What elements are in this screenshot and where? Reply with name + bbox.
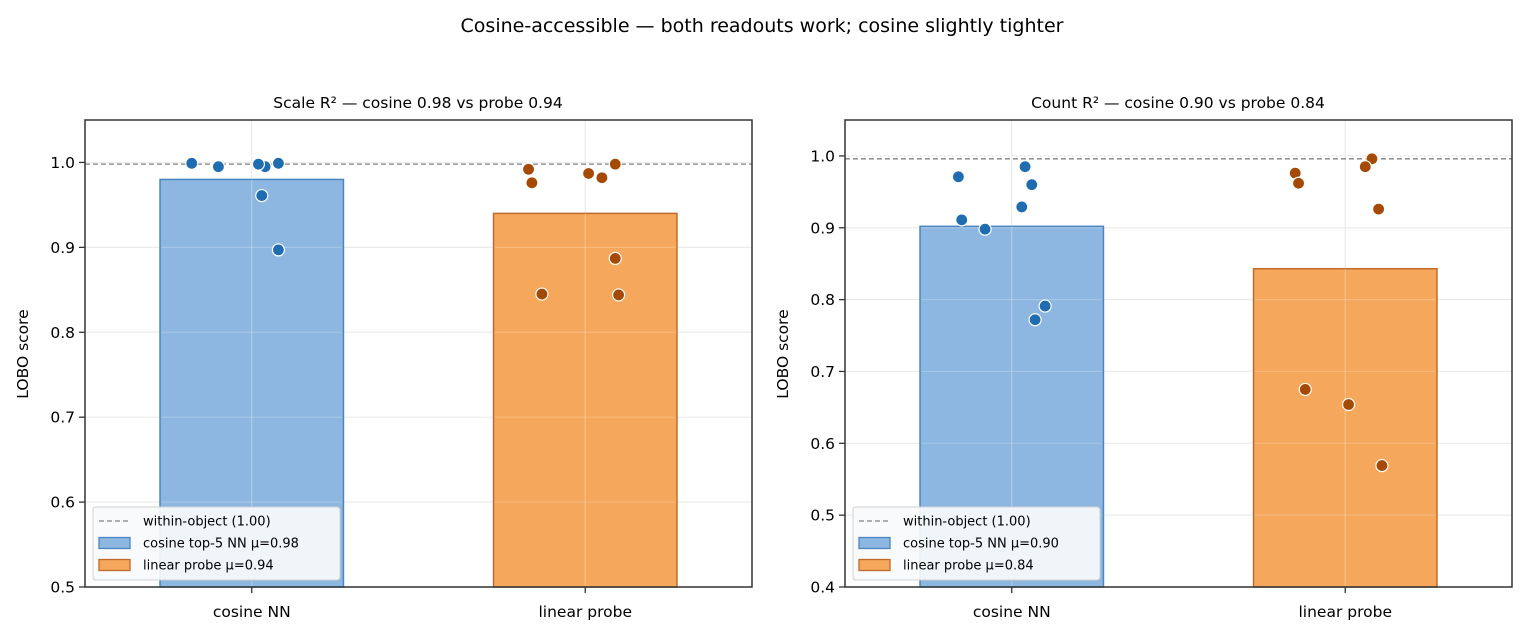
point-linear-probe [608,157,622,171]
point-linear-probe [535,287,549,301]
x-tick-label: linear probe [539,603,633,621]
x-tick-label: cosine NN [973,603,1051,621]
axes-border [844,119,1513,588]
point-cosine-nn [1018,160,1032,174]
point-linear-probe [1358,160,1372,174]
legend-entry-cosine: cosine top-5 NN μ=0.90 [903,537,1059,552]
legend-probe-swatch [98,558,131,572]
point-linear-probe [608,251,622,266]
figure-suptitle: Cosine-accessible — both readouts work; … [461,15,1064,37]
panel-title: Count R² — cosine 0.90 vs probe 0.84 [1031,94,1325,112]
panel-scale: Scale R² — cosine 0.98 vs probe 0.94 LOB… [14,94,753,621]
point-cosine-nn [1028,313,1042,327]
point-linear-probe [581,166,596,181]
y-tick-label: 0.8 [50,324,75,342]
y-ticks: 0.4 0.5 0.6 0.7 0.8 0.9 1.0 [810,147,845,597]
point-cosine-nn [255,188,269,203]
x-tick-label: linear probe [1299,603,1393,621]
point-cosine-nn [211,160,225,174]
bar-linear-probe [1252,267,1438,588]
axes-frame [84,119,753,588]
x-tick-label: cosine NN [213,603,291,621]
axes-frame [844,119,1513,588]
y-tick-label: 0.5 [810,507,835,525]
y-ticks: 0.5 0.6 0.7 0.8 0.9 1.0 [50,154,85,597]
point-cosine-nn [271,243,286,257]
y-tick-label: 0.9 [50,239,75,257]
point-linear-probe [611,288,626,302]
y-tick-label: 0.4 [810,579,835,597]
legend-probe-swatch [858,558,891,572]
panel-title: Scale R² — cosine 0.98 vs probe 0.94 [273,94,562,112]
axes-border [84,119,753,588]
y-axis-label: LOBO score [14,309,32,398]
points [185,156,626,302]
point-cosine-nn [1038,299,1052,313]
point-cosine-nn [185,156,199,170]
point-linear-probe [1291,176,1306,190]
y-axis-label: LOBO score [774,309,792,398]
point-cosine-nn [951,170,965,184]
legend-cosine-swatch [858,536,891,550]
point-linear-probe [1298,382,1312,397]
legend-entry-ref: within-object (1.00) [143,515,271,530]
point-linear-probe [521,162,536,176]
point-linear-probe [1375,458,1389,473]
y-tick-label: 1.0 [810,147,835,165]
point-cosine-nn [978,222,992,236]
y-tick-label: 0.7 [810,363,835,381]
legend-cosine-swatch [98,536,131,550]
points [951,152,1389,473]
point-linear-probe [595,171,609,185]
legend-box [852,506,1101,581]
x-ticks: cosine NN linear probe [213,587,632,621]
panel-count: Count R² — cosine 0.90 vs probe 0.84 LOB… [774,94,1513,621]
point-linear-probe [525,176,539,190]
point-cosine-nn [955,213,969,227]
y-tick-label: 1.0 [50,154,75,172]
bar-linear-probe [492,212,678,588]
point-cosine-nn [251,157,266,171]
y-tick-label: 0.5 [50,579,75,597]
legend-entry-cosine: cosine top-5 NN μ=0.98 [143,537,299,552]
y-tick-label: 0.8 [810,291,835,309]
point-cosine-nn [271,156,286,170]
legend-entry-probe: linear probe μ=0.94 [143,559,274,574]
point-linear-probe [1371,202,1386,216]
legend-entry-ref: within-object (1.00) [903,515,1031,530]
y-tick-label: 0.9 [810,219,835,237]
x-ticks: cosine NN linear probe [973,587,1392,621]
legend-box [92,506,341,581]
point-cosine-nn [1025,178,1039,192]
legend: within-object (1.00) cosine top-5 NN μ=0… [92,506,341,581]
y-tick-label: 0.6 [50,494,75,512]
legend: within-object (1.00) cosine top-5 NN μ=0… [852,506,1101,581]
point-cosine-nn [1015,200,1029,214]
point-linear-probe [1341,397,1356,412]
y-tick-label: 0.6 [810,435,835,453]
legend-entry-probe: linear probe μ=0.84 [903,559,1034,574]
y-tick-label: 0.7 [50,409,75,427]
